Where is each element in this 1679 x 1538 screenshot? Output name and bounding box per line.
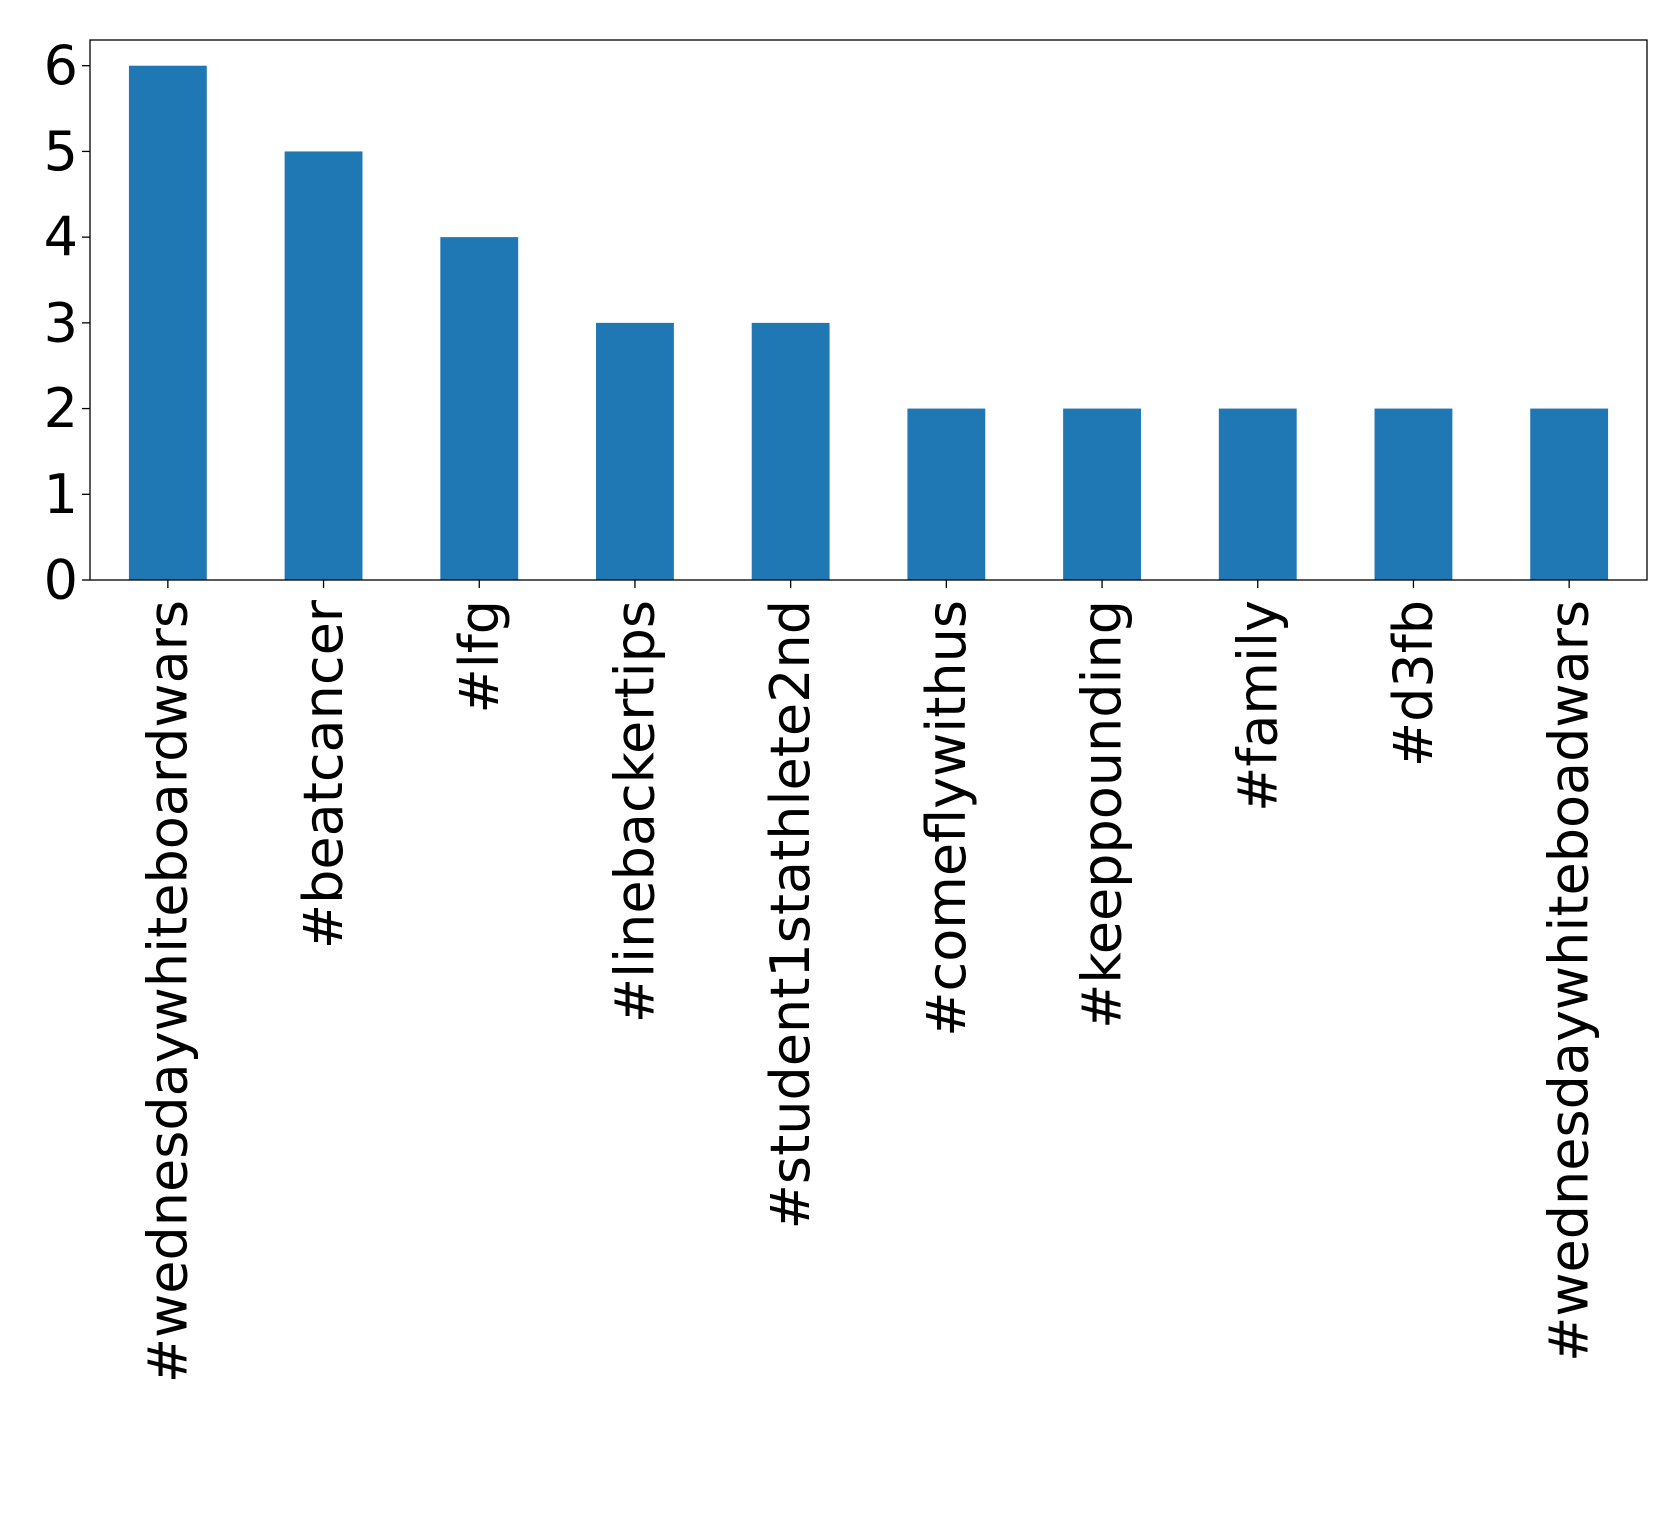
bar bbox=[1218, 408, 1297, 580]
bar bbox=[596, 322, 674, 580]
y-tick-label: 6 bbox=[44, 34, 78, 97]
x-tick-label: #beatcancer bbox=[292, 599, 355, 949]
x-axis: #wednesdaywhiteboardwars #beatcancer #lfg #… bbox=[136, 580, 1601, 1383]
x-tick-label: #d3fb bbox=[1382, 600, 1445, 767]
y-tick-label: 0 bbox=[44, 549, 78, 612]
bar bbox=[751, 322, 830, 580]
x-tick-label: #student1stathlete2nd bbox=[759, 600, 822, 1229]
bar bbox=[907, 408, 986, 580]
plot-frame bbox=[89, 39, 1648, 581]
y-tick-label: 1 bbox=[44, 463, 78, 526]
bar bbox=[284, 151, 363, 580]
x-tick-label: #linebackertips bbox=[603, 600, 666, 1023]
bar bbox=[1063, 408, 1141, 580]
y-tick-label: 4 bbox=[44, 206, 78, 269]
x-tick-label: #comeflywithus bbox=[915, 600, 978, 1037]
y-tick-label: 3 bbox=[44, 291, 78, 354]
bar bbox=[440, 237, 519, 580]
y-tick-label: 5 bbox=[44, 120, 78, 183]
bar bbox=[1374, 408, 1453, 580]
x-tick-label: #keeppounding bbox=[1071, 600, 1134, 1029]
bars-group bbox=[128, 65, 1609, 580]
bar bbox=[1530, 408, 1609, 580]
bar bbox=[128, 65, 207, 580]
x-tick-label: #family bbox=[1226, 600, 1289, 812]
y-tick-label: 2 bbox=[44, 377, 78, 440]
x-tick-label: #wednesdaywhiteboadwars bbox=[1538, 600, 1601, 1362]
y-axis: 0 1 2 3 4 5 6 bbox=[44, 34, 90, 612]
x-tick-label: #wednesdaywhiteboardwars bbox=[136, 600, 199, 1383]
x-tick-label: #lfg bbox=[448, 600, 511, 714]
